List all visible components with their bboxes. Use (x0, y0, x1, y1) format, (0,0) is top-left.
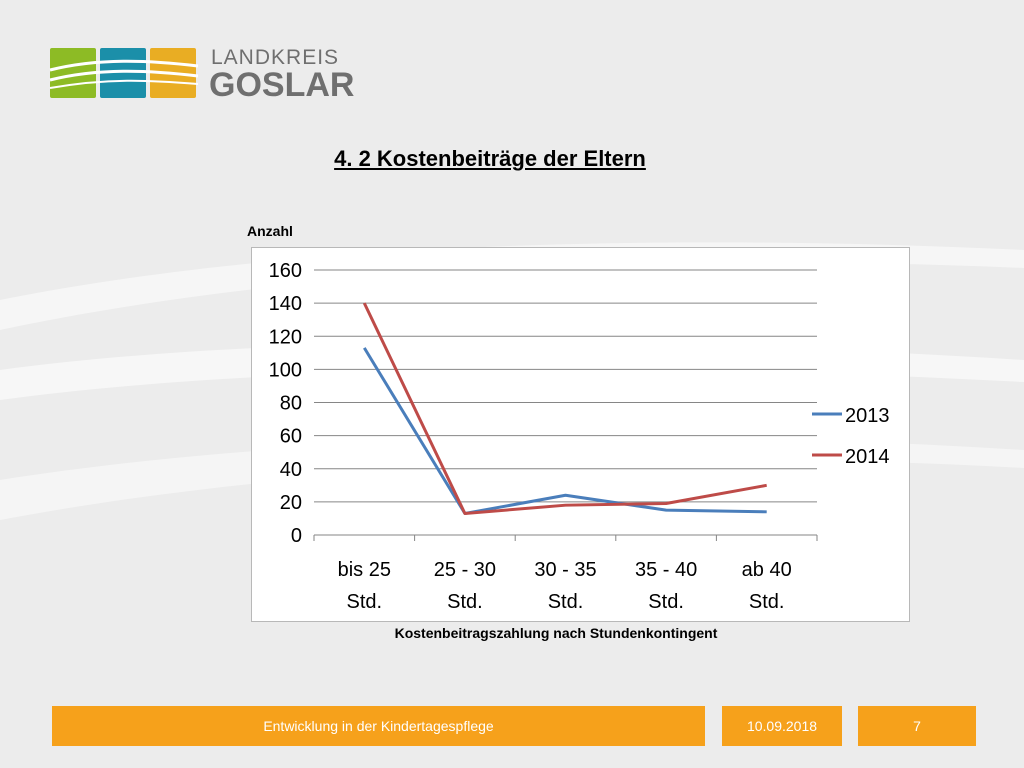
logo-text-landkreis: LANDKREIS (211, 46, 340, 69)
slide-title: 4. 2 Kostenbeiträge der Eltern (334, 146, 646, 171)
x-tick-label: Std. (648, 591, 684, 613)
x-tick-label: Std. (749, 591, 785, 613)
y-axis-title: Anzahl (247, 223, 293, 239)
x-tick-label: 35 - 40 (635, 559, 697, 581)
footer-title: Entwicklung in der Kindertagespflege (263, 718, 494, 734)
y-tick-label: 60 (280, 426, 302, 448)
footer-page-bar: 7 (858, 706, 976, 746)
legend-label-2014: 2014 (845, 446, 890, 468)
x-tick-label: ab 40 (742, 559, 792, 581)
y-tick-label: 160 (269, 260, 302, 282)
x-tick-label: 30 - 35 (534, 559, 596, 581)
line-chart: 0 20 40 60 80 100 120 140 160 bis 25 Std. 25 - 30 St… (251, 247, 910, 622)
x-tick-label: Std. (347, 591, 383, 613)
y-tick-label: 100 (269, 359, 302, 381)
footer-date: 10.09.2018 (746, 718, 818, 734)
footer-title-bar: Entwicklung in der Kindertagespflege (52, 706, 705, 746)
y-tick-label: 0 (291, 525, 302, 547)
footer-date-bar: 10.09.2018 (722, 706, 842, 746)
y-tick-label: 40 (280, 459, 302, 481)
series-line-2014 (362, 302, 767, 515)
y-tick-label: 140 (269, 293, 302, 315)
legend-label-2013: 2013 (845, 405, 890, 427)
y-tick-label: 120 (269, 326, 302, 348)
x-tick-label: bis 25 (338, 559, 391, 581)
chart-canvas: 0 20 40 60 80 100 120 140 160 bis 25 Std. 25 - 30 St… (269, 260, 890, 613)
x-tick-label: 25 - 30 (434, 559, 496, 581)
logo-text-goslar: GOSLAR (209, 66, 355, 104)
y-tick-label: 80 (280, 393, 302, 415)
logo-swoosh-lines (49, 59, 199, 89)
x-tick-label: Std. (447, 591, 483, 613)
x-tick-label: Std. (548, 591, 584, 613)
y-tick-label: 20 (280, 492, 302, 514)
x-axis-title: Kostenbeitragszahlung nach Stundenkontin… (394, 625, 718, 641)
footer-page-number: 7 (913, 718, 921, 734)
landkreis-goslar-logo: LANDKREIS GOSLAR (48, 46, 354, 104)
